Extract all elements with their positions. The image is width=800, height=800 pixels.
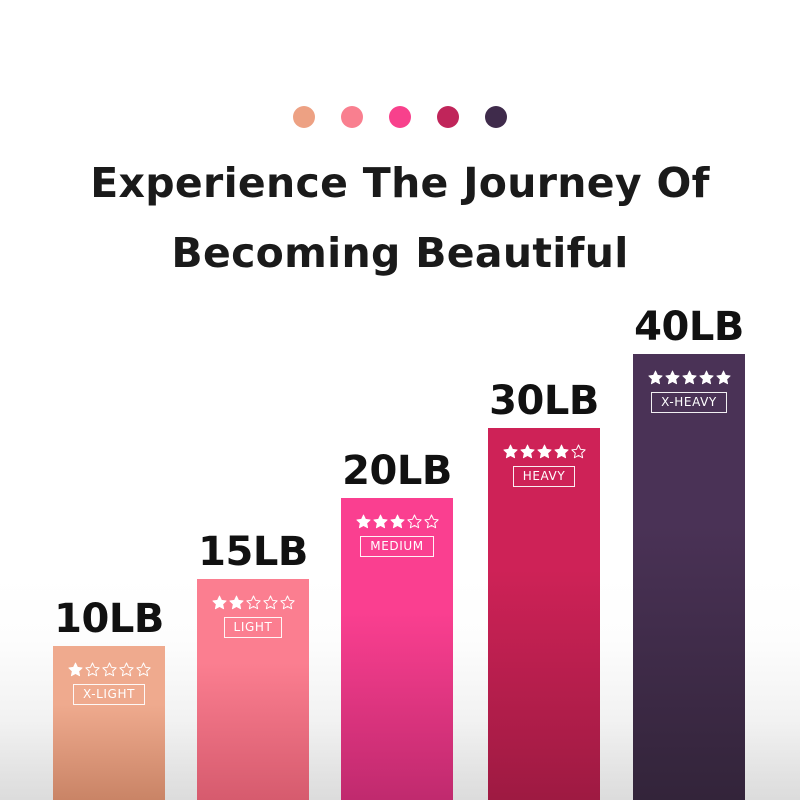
- rating-stars: [647, 370, 731, 385]
- color-swatch-row: [0, 106, 800, 128]
- bar-badge: MEDIUM: [341, 514, 453, 557]
- star-filled-icon: [681, 370, 697, 385]
- rating-stars: [211, 595, 295, 610]
- bar-weight-label: 20LB: [342, 448, 452, 494]
- rating-stars: [355, 514, 439, 529]
- bar-level-label: LIGHT: [223, 617, 283, 638]
- bar-badge: X-HEAVY: [633, 370, 745, 413]
- star-filled-icon: [698, 370, 714, 385]
- dot-light: [341, 106, 363, 128]
- star-filled-icon: [228, 595, 244, 610]
- star-filled-icon: [502, 444, 518, 459]
- star-filled-icon: [372, 514, 388, 529]
- star-empty-icon: [406, 514, 422, 529]
- bar-group[interactable]: 30LB HEAVY: [488, 374, 600, 800]
- star-empty-icon: [262, 595, 278, 610]
- bar-badge: HEAVY: [488, 444, 600, 487]
- bar-group[interactable]: 20LB MEDIUM: [341, 444, 453, 800]
- star-empty-icon: [279, 595, 295, 610]
- bar-group[interactable]: 40LB X-HEAVY: [633, 300, 745, 800]
- bar-group[interactable]: 10LB X-LIGHT: [53, 592, 165, 800]
- bar-weight-label: 40LB: [634, 304, 744, 350]
- star-empty-icon: [423, 514, 439, 529]
- bar-level-label: HEAVY: [512, 466, 576, 487]
- dot-heavy: [437, 106, 459, 128]
- bar[interactable]: LIGHT: [197, 579, 309, 800]
- star-filled-icon: [715, 370, 731, 385]
- bar-badge: X-LIGHT: [53, 662, 165, 705]
- star-filled-icon: [536, 444, 552, 459]
- bar-level-label: X-HEAVY: [651, 392, 727, 413]
- bar-level-label: X-LIGHT: [72, 684, 146, 705]
- star-filled-icon: [211, 595, 227, 610]
- bar-weight-label: 30LB: [489, 378, 599, 424]
- bar[interactable]: MEDIUM: [341, 498, 453, 800]
- rating-stars: [502, 444, 586, 459]
- rating-stars: [67, 662, 151, 677]
- star-filled-icon: [519, 444, 535, 459]
- dot-x-heavy: [485, 106, 507, 128]
- star-filled-icon: [67, 662, 83, 677]
- star-filled-icon: [553, 444, 569, 459]
- page-title: Experience The Journey Of Becoming Beaut…: [0, 148, 800, 288]
- headline-line-2: Becoming Beautiful: [171, 229, 629, 277]
- bar[interactable]: X-LIGHT: [53, 646, 165, 800]
- dot-x-light: [293, 106, 315, 128]
- star-filled-icon: [389, 514, 405, 529]
- bar[interactable]: X-HEAVY: [633, 354, 745, 800]
- bar[interactable]: HEAVY: [488, 428, 600, 800]
- star-empty-icon: [118, 662, 134, 677]
- star-empty-icon: [570, 444, 586, 459]
- bar-badge: LIGHT: [197, 595, 309, 638]
- star-filled-icon: [355, 514, 371, 529]
- dot-medium: [389, 106, 411, 128]
- star-filled-icon: [664, 370, 680, 385]
- star-filled-icon: [647, 370, 663, 385]
- bar-group[interactable]: 15LB LIGHT: [197, 525, 309, 800]
- bar-weight-label: 10LB: [54, 596, 164, 642]
- bar-weight-label: 15LB: [198, 529, 308, 575]
- bar-level-label: MEDIUM: [360, 536, 434, 557]
- star-empty-icon: [245, 595, 261, 610]
- headline-line-1: Experience The Journey Of: [90, 159, 710, 207]
- star-empty-icon: [101, 662, 117, 677]
- star-empty-icon: [135, 662, 151, 677]
- star-empty-icon: [84, 662, 100, 677]
